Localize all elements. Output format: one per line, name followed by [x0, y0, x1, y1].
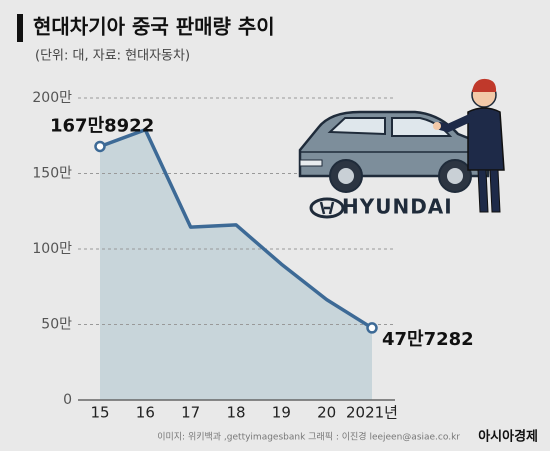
x-tick-label: 17 [181, 404, 200, 422]
x-tick-label: 16 [136, 404, 155, 422]
chart-title: 현대차기아 중국 판매량 추이 [33, 15, 275, 39]
y-tick-label: 200만 [32, 90, 72, 106]
car-illustration [298, 78, 505, 219]
data-label: 47만7282 [382, 329, 474, 350]
line [99, 127, 373, 330]
area [100, 129, 372, 400]
credit: 이미지: 위키백과 ,gettyimagesbank 그래픽 : 이진경 lee… [157, 431, 460, 443]
data-label: 167만8922 [50, 115, 154, 136]
x-tick-label: 20 [317, 404, 336, 422]
x-tick-label: 19 [272, 404, 291, 422]
y-tick-label: 150만 [32, 166, 72, 182]
point-marker [94, 140, 106, 153]
y-tick-label: 50만 [41, 317, 72, 333]
chart-subtitle: (단위: 대, 자료: 현대자동차) [35, 49, 190, 64]
x-tick-label: 15 [90, 404, 109, 422]
x-tick-label: 18 [226, 404, 245, 422]
y-tick-label: 0 [63, 392, 72, 408]
x-tick-label: 2021년 [346, 404, 398, 422]
y-tick-label: 100만 [32, 241, 72, 257]
brand-logo-text: HYUNDAI [342, 195, 453, 219]
brand: 아시아경제 [478, 429, 538, 445]
point-marker [366, 322, 378, 334]
title-bar [17, 14, 23, 42]
